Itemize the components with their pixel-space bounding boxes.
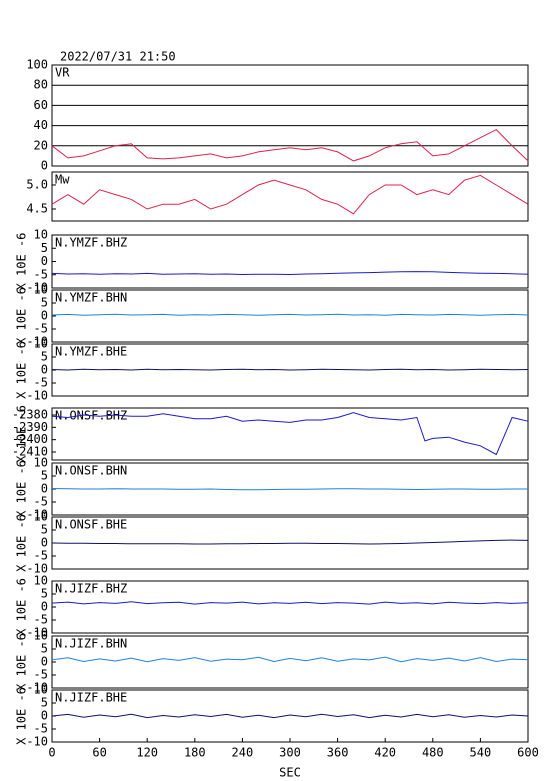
panel-label: N.YMZF.BHE [55,345,127,359]
y-tick-label: 10 [34,510,48,524]
x-tick-label: 600 [517,746,539,760]
data-line [51,368,529,371]
chart-title: 2022/07/31 21:50 [60,50,176,64]
y-tick-label: 0 [41,709,48,723]
y-tick-label: -10 [26,735,48,749]
y-axis-label: X 10E -6 [15,405,29,463]
panel-frame [51,407,529,461]
data-line [51,412,529,456]
x-tick-label: 240 [232,746,254,760]
data-line [51,539,529,545]
y-axis-label: X 10E -6 [15,233,29,291]
y-tick-label: 4.5 [26,201,48,215]
panel-frame [51,64,529,167]
y-tick-label: -10 [26,281,48,295]
panel-label: N.JIZF.BHZ [55,582,127,596]
y-tick-label: -2410 [12,444,48,458]
y-tick-label: 0 [41,536,48,550]
y-axis-label: X 10E -6 [15,687,29,745]
panel-label: N.ONSF.BHN [55,464,127,478]
y-axis-label: X 10E -6 [15,633,29,691]
y-tick-label: -2380 [12,408,48,422]
panel-label: N.ONSF.BHE [55,518,127,532]
y-tick-label: -5 [34,668,48,682]
x-tick-label: 420 [374,746,396,760]
x-tick-label: 300 [279,746,301,760]
y-tick-label: 5 [41,696,48,710]
panel-label: N.YMZF.BHN [55,291,127,305]
y-tick-label: 20 [34,138,48,152]
data-line [51,488,528,491]
y-tick-label: 0 [41,482,48,496]
y-tick-label: 10 [34,456,48,470]
y-tick-label: -5 [34,322,48,336]
y-tick-label: 80 [34,78,48,92]
y-tick-label: -10 [26,389,48,403]
y-axis-label: X 10E -6 [15,287,29,345]
y-tick-label: -10 [26,335,48,349]
data-line [51,128,529,162]
data-line [51,313,529,316]
y-tick-label: 10 [34,337,48,351]
y-tick-label: 100 [26,58,48,72]
y-tick-label: 0 [41,254,48,268]
panel-label: VR [55,66,70,80]
y-tick-label: 10 [34,629,48,643]
data-line [51,271,529,276]
y-tick-label: -10 [26,681,48,695]
y-tick-label: -2400 [12,432,48,446]
y-tick-label: -5 [34,495,48,509]
y-axis-label: X 10E -6 [15,578,29,636]
y-tick-label: 5 [41,642,48,656]
y-tick-label: -5 [34,613,48,627]
panel-frame [51,171,529,222]
panel-label: N.YMZF.BHZ [55,236,127,250]
y-tick-label: 10 [34,228,48,242]
panel-label: Mw [55,173,70,187]
y-tick-label: 5 [41,241,48,255]
data-line [51,713,529,719]
y-tick-label: 0 [41,159,48,173]
y-tick-label: 5.0 [26,177,48,191]
y-tick-label: 0 [41,655,48,669]
y-axis-label: X 10E -6 [15,341,29,399]
x-tick-label: 180 [184,746,206,760]
x-tick-label: 120 [136,746,158,760]
y-tick-label: -5 [34,376,48,390]
y-tick-label: 0 [41,309,48,323]
y-tick-label: 5 [41,587,48,601]
y-tick-label: 5 [41,469,48,483]
y-tick-label: -5 [34,549,48,563]
panel-label: N.JIZF.BHE [55,691,127,705]
y-tick-label: 0 [41,600,48,614]
y-tick-label: -5 [34,267,48,281]
y-tick-label: -10 [26,508,48,522]
y-tick-label: -10 [26,626,48,640]
x-tick-label: 60 [92,746,106,760]
y-tick-label: 10 [34,683,48,697]
x-tick-label: 540 [470,746,492,760]
data-line [51,601,529,605]
x-tick-label: 360 [327,746,349,760]
x-tick-label: 480 [422,746,444,760]
y-axis-label: X 10E -6 [15,514,29,572]
data-line [51,656,529,663]
y-tick-label: 60 [34,98,48,112]
data-line [51,174,529,215]
x-axis-label: SEC [279,766,301,780]
x-tick-label: 0 [48,746,55,760]
y-tick-label: -5 [34,722,48,736]
y-tick-label: 40 [34,118,48,132]
y-tick-label: 10 [34,574,48,588]
y-tick-label: 10 [34,283,48,297]
y-tick-label: -10 [26,562,48,576]
y-axis-label: X 10E -6 [15,460,29,518]
panel-label: N.JIZF.BHN [55,637,127,651]
y-tick-label: 5 [41,296,48,310]
y-tick-label: 5 [41,523,48,537]
y-tick-label: -2390 [12,420,48,434]
y-tick-label: 5 [41,350,48,364]
y-tick-label: 0 [41,363,48,377]
